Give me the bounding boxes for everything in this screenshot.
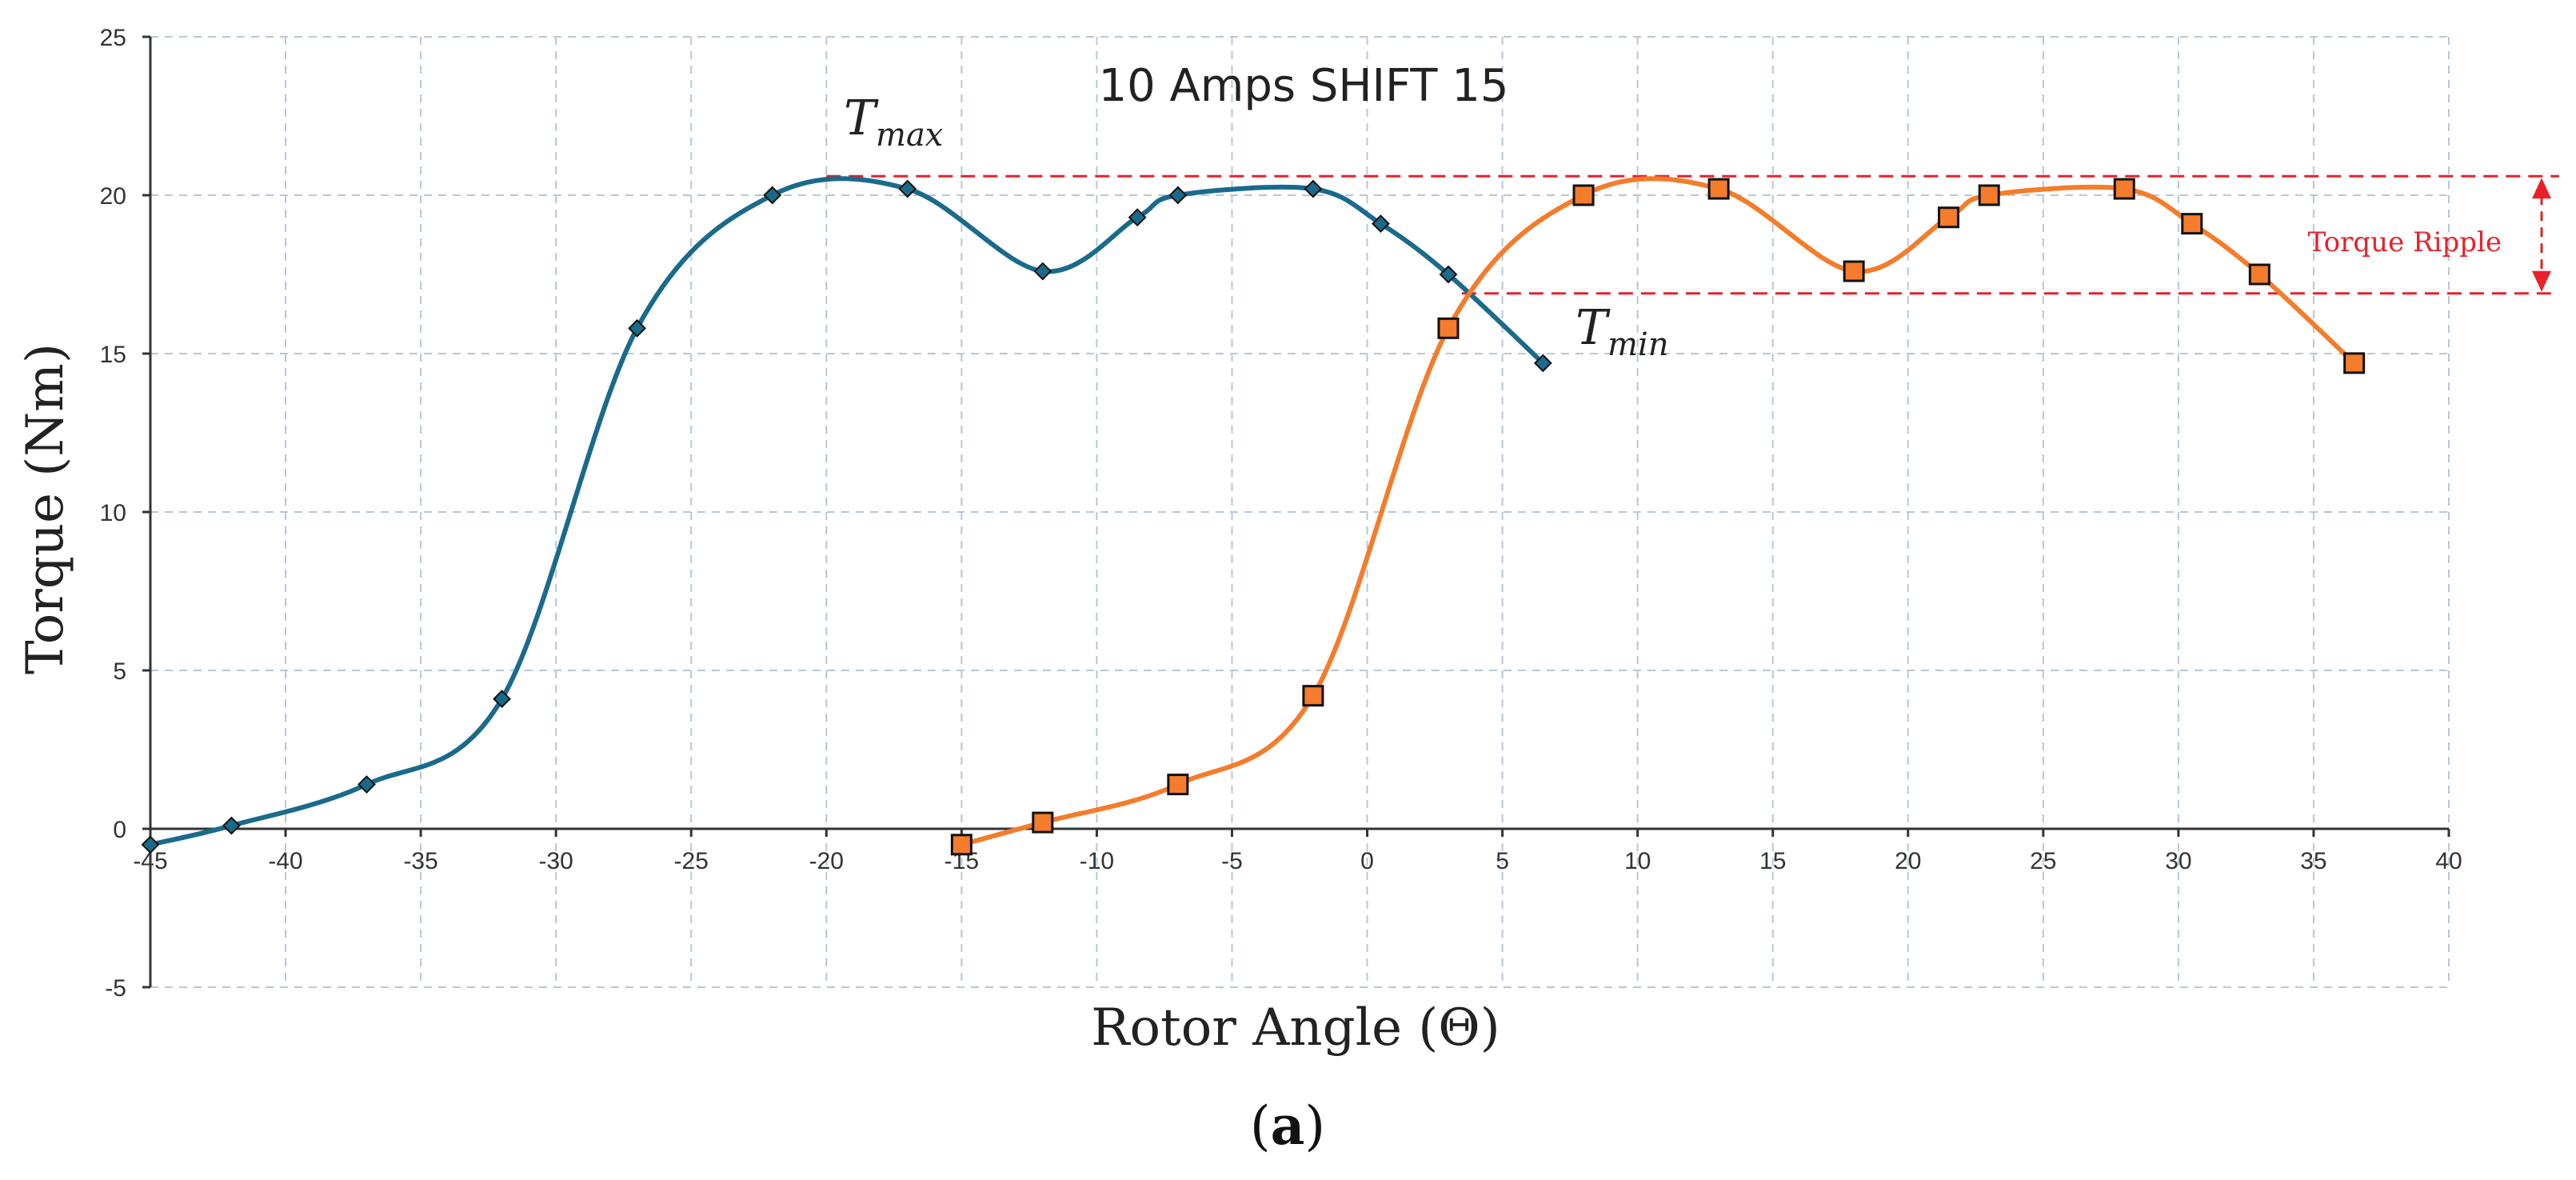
series-2-line: [961, 176, 2356, 847]
y-tick-label: 10: [100, 500, 126, 526]
data-point: [357, 775, 376, 794]
data-point: [1304, 179, 1323, 198]
series-1: [141, 176, 1552, 854]
y-tick-label: 5: [113, 658, 126, 685]
data-point: [950, 834, 972, 856]
data-point: [141, 835, 160, 854]
data-point: [2248, 263, 2270, 286]
y-tick-label: -5: [105, 975, 126, 1002]
x-tick-label: -40: [268, 848, 302, 874]
data-point: [1372, 214, 1390, 234]
data-point: [2113, 178, 2135, 200]
x-tick-label: -20: [809, 848, 844, 874]
x-tick-label: 10: [1624, 848, 1651, 874]
data-point: [493, 690, 511, 709]
data-point: [1128, 208, 1147, 227]
y-axis-title: Torque (Nm): [16, 343, 75, 674]
y-tick-label: 15: [100, 342, 126, 368]
data-point: [1439, 265, 1458, 284]
y-tick-label: 20: [100, 183, 126, 210]
data-point: [1937, 206, 1959, 229]
data-point: [1167, 774, 1189, 796]
x-tick-label: -5: [1221, 848, 1243, 874]
tmin-label: Tmin: [1576, 300, 1669, 363]
data-point: [222, 816, 241, 835]
x-axis-title: Rotor Angle (Θ): [1091, 998, 1500, 1058]
x-tick-label: 0: [1360, 848, 1374, 874]
ripple-arrow-head-down: [2532, 270, 2551, 292]
data-point: [1033, 262, 1052, 281]
x-tick-label: -10: [1080, 848, 1114, 874]
x-tick-label: 35: [2300, 848, 2326, 874]
tmin-label-sub: min: [1608, 326, 1668, 363]
series-1-line: [150, 176, 1545, 847]
data-point: [2343, 352, 2366, 374]
tmin-label-base: T: [1576, 300, 1611, 356]
data-point: [1572, 184, 1595, 206]
data-point: [1707, 178, 1730, 200]
data-point: [1168, 186, 1188, 205]
x-tick-label: -35: [403, 848, 437, 874]
y-tick-label: 25: [100, 25, 126, 51]
data-point: [898, 179, 917, 198]
chart-title: 10 Amps SHIFT 15: [1098, 60, 1508, 112]
axes: [142, 35, 2450, 989]
torque-ripple-label: Torque Ripple: [2308, 226, 2502, 258]
figure-caption: (a): [1250, 1094, 1325, 1157]
data-point: [1533, 354, 1552, 373]
data-series: [141, 176, 2366, 856]
data-point: [763, 186, 782, 205]
x-tick-label: 5: [1496, 848, 1509, 874]
caption-close-paren: ): [1304, 1095, 1325, 1157]
series-2: [950, 176, 2366, 856]
data-point: [1978, 184, 2000, 206]
x-tick-labels: -45 -40 -35 -30 -25 -20 -15 -10 -5 0 5 10 15 20 25 30 35…: [133, 848, 2462, 874]
x-tick-label: 15: [1759, 848, 1786, 874]
data-point: [1032, 811, 1054, 834]
tmax-label: Tmax: [844, 90, 943, 154]
data-point: [1437, 317, 1460, 339]
ripple-arrow-head-up: [2532, 178, 2551, 199]
data-point: [1302, 685, 1324, 707]
x-tick-label: 20: [1895, 848, 1921, 874]
data-point: [628, 318, 647, 338]
grid-lines: [150, 36, 2450, 988]
tmax-label-base: T: [844, 90, 879, 146]
caption-letter: a: [1271, 1094, 1305, 1157]
caption-open-paren: (: [1250, 1095, 1271, 1157]
x-tick-label: -25: [674, 848, 709, 874]
tmax-label-sub: max: [876, 117, 943, 154]
x-tick-label: -30: [538, 848, 573, 874]
y-tick-label: 0: [113, 817, 126, 843]
data-point: [2181, 213, 2203, 235]
torque-ripple-annotation: [826, 174, 2559, 295]
x-tick-label: 40: [2435, 848, 2462, 874]
x-tick-label: 30: [2165, 848, 2191, 874]
x-tick-label: 25: [2030, 848, 2056, 874]
y-tick-labels: -5 0 5 10 15 20 25: [100, 25, 126, 1002]
data-point: [1843, 260, 1865, 282]
